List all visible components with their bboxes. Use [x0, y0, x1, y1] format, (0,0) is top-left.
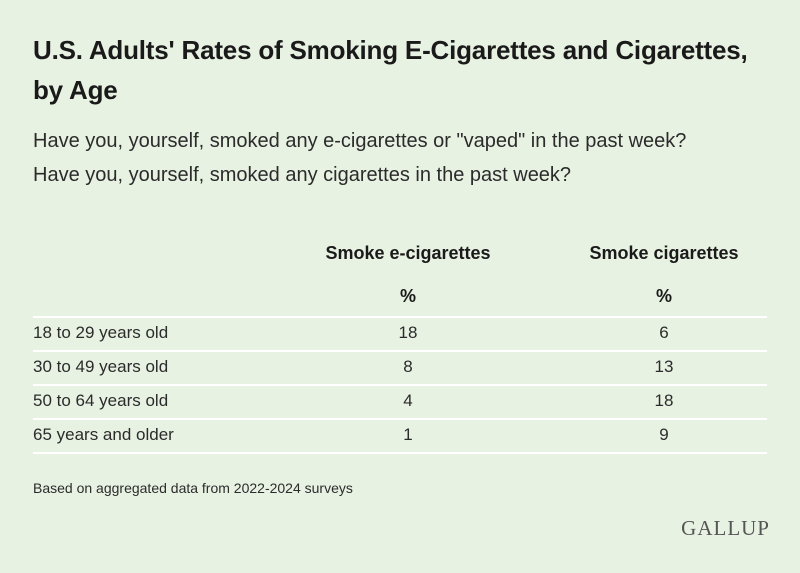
- value-e-cigarettes: 4: [403, 391, 413, 410]
- row-label: 30 to 49 years old: [33, 357, 169, 376]
- column-header-cigarettes: Smoke cigarettes: [589, 243, 739, 263]
- table-row: 65 years and older 1 9: [33, 418, 767, 454]
- value-cigarettes: 18: [654, 391, 674, 410]
- table-row: 18 to 29 years old 18 6: [33, 316, 767, 352]
- value-e-cigarettes: 8: [403, 357, 413, 376]
- chart-title: U.S. Adults' Rates of Smoking E-Cigarett…: [33, 35, 748, 105]
- question-e-cigarettes: Have you, yourself, smoked any e-cigaret…: [33, 130, 687, 152]
- value-e-cigarettes: 18: [398, 323, 418, 342]
- row-label: 18 to 29 years old: [33, 323, 169, 342]
- column-unit-e-cigarettes: %: [399, 286, 416, 306]
- value-e-cigarettes: 1: [403, 425, 413, 444]
- footnote: Based on aggregated data from 2022-2024 …: [33, 480, 353, 496]
- question-cigarettes: Have you, yourself, smoked any cigarette…: [33, 164, 572, 186]
- value-cigarettes: 6: [659, 323, 669, 342]
- table-bottom-rule: [33, 452, 767, 454]
- row-label: 65 years and older: [33, 425, 174, 444]
- table-row: 50 to 64 years old 4 18: [33, 384, 767, 420]
- value-cigarettes: 13: [654, 357, 674, 376]
- gallup-logo: GALLUP: [681, 516, 770, 540]
- column-unit-cigarettes: %: [655, 286, 672, 306]
- table-row: 30 to 49 years old 8 13: [33, 350, 767, 386]
- column-header-e-cigarettes: Smoke e-cigarettes: [325, 243, 491, 263]
- value-cigarettes: 9: [659, 425, 669, 444]
- row-label: 50 to 64 years old: [33, 391, 169, 410]
